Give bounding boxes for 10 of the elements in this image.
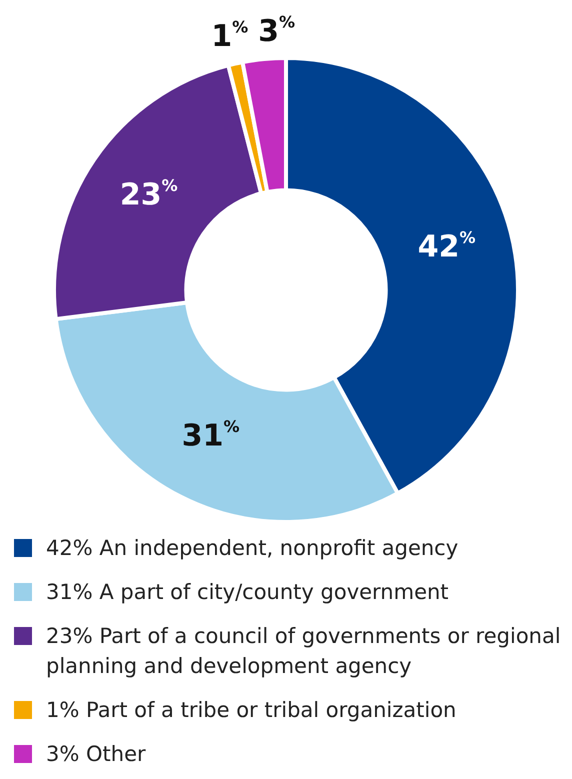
legend-label: 31% A part of city/county government (46, 579, 450, 606)
legend-label: 1% Part of a tribe or tribal organization (46, 697, 458, 724)
data-label: 31% (182, 416, 240, 454)
data-label: 23% (120, 176, 178, 213)
legend-label: 3% Other (46, 741, 147, 768)
legend-label: 42% An independent, nonprofit agency (46, 535, 460, 562)
legend-label: 23% Part of a council of governments or regional planning and development agency (46, 623, 562, 680)
data-label: 1% (211, 17, 248, 54)
data-label: 3% (258, 12, 296, 49)
data-label: 42% (418, 228, 476, 265)
